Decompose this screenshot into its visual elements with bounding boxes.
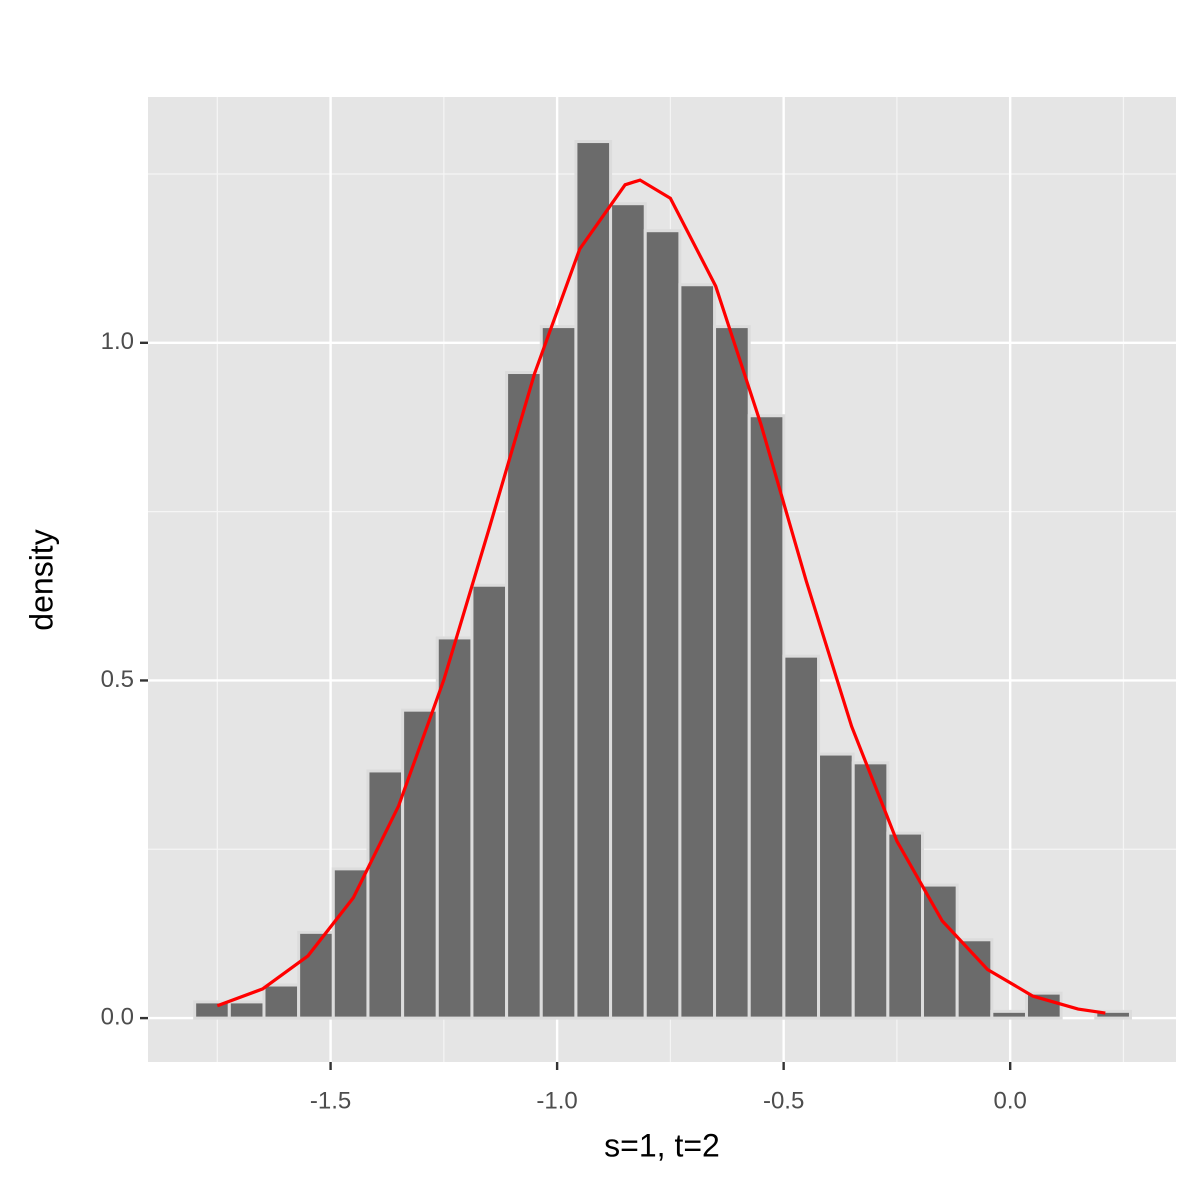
x-tick-label: 0.0 xyxy=(993,1087,1026,1114)
x-axis-title: s=1, t=2 xyxy=(604,1127,720,1163)
bar xyxy=(713,325,751,1020)
bar xyxy=(331,867,370,1020)
x-tick-label: -1.5 xyxy=(310,1087,351,1114)
bar xyxy=(505,371,543,1020)
x-tick-label: -1.0 xyxy=(536,1087,577,1114)
bar xyxy=(782,654,821,1020)
bar xyxy=(1094,1009,1132,1020)
y-axis-title: density xyxy=(23,529,59,630)
bar xyxy=(643,229,682,1020)
bar xyxy=(262,983,301,1020)
y-tick-label: 0.5 xyxy=(101,666,134,693)
bar xyxy=(470,583,509,1020)
bar xyxy=(609,202,647,1020)
y-tick-label: 1.0 xyxy=(101,328,134,355)
bar xyxy=(921,883,959,1020)
bar xyxy=(817,752,855,1020)
y-tick-label: 0.0 xyxy=(101,1003,134,1030)
bar xyxy=(227,1000,266,1020)
bar xyxy=(747,414,786,1020)
bar xyxy=(435,636,474,1020)
bar xyxy=(539,325,578,1020)
bar xyxy=(851,761,890,1020)
x-tick-label: -0.5 xyxy=(763,1087,804,1114)
bar xyxy=(678,283,717,1020)
bar xyxy=(574,140,613,1020)
bar xyxy=(955,938,994,1020)
bar xyxy=(886,831,925,1020)
bar xyxy=(990,1009,1028,1020)
density-curve xyxy=(216,178,1106,1015)
bar xyxy=(401,708,439,1020)
